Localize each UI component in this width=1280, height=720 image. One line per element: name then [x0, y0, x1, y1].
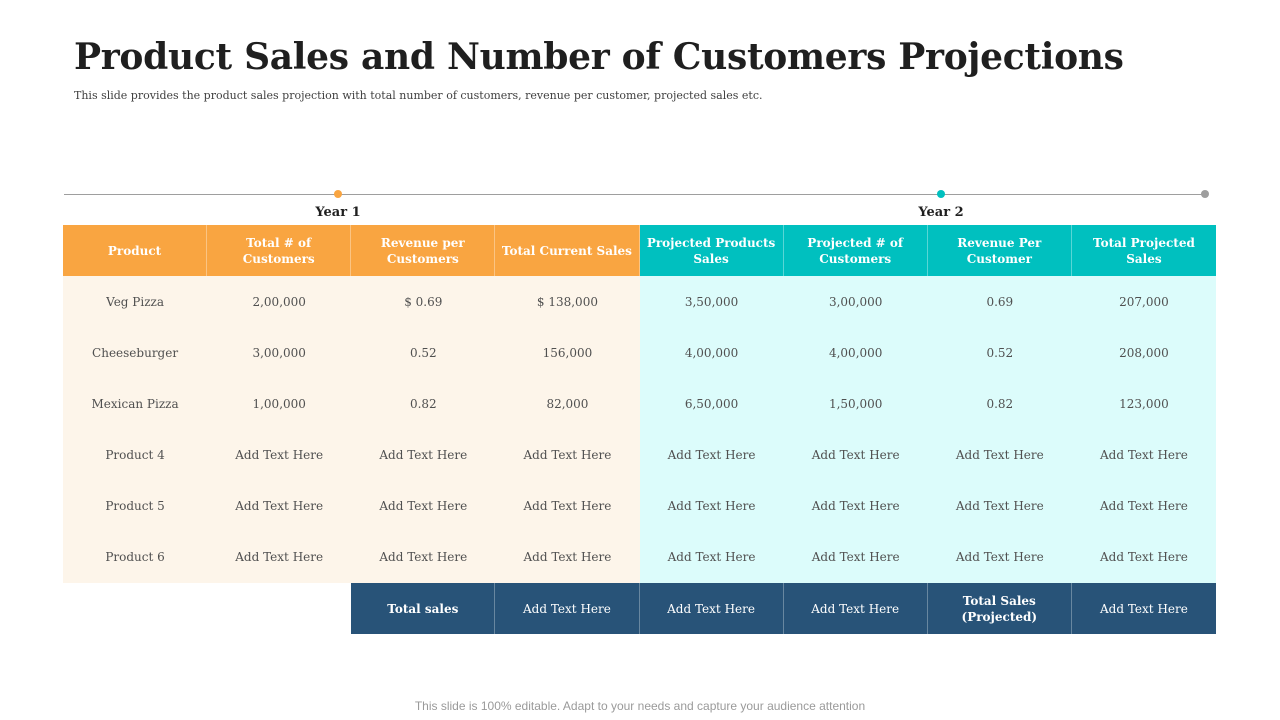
table-cell: Add Text Here — [639, 429, 784, 480]
table-cell: Mexican Pizza — [63, 378, 208, 429]
year1-marker-dot — [334, 190, 342, 198]
table-cell: Add Text Here — [207, 480, 352, 531]
table-cell: Add Text Here — [495, 429, 640, 480]
table-row: Mexican Pizza 1,00,000 0.82 82,000 6,50,… — [63, 378, 1216, 429]
table-cell: 3,50,000 — [639, 276, 784, 327]
table-cell: Add Text Here — [207, 531, 352, 583]
table-cell: Add Text Here — [639, 531, 784, 583]
table-footer-row: Total sales Add Text Here Add Text Here … — [63, 583, 1216, 634]
table-cell: 207,000 — [1071, 276, 1216, 327]
table-cell: 4,00,000 — [783, 327, 928, 378]
header-total-current-sales: Total Current Sales — [495, 225, 640, 276]
table-cell: Add Text Here — [351, 480, 496, 531]
page-title: Product Sales and Number of Customers Pr… — [74, 36, 1124, 78]
table-cell: 0.82 — [351, 378, 496, 429]
timeline-end-dot — [1201, 190, 1209, 198]
table-cell: 0.69 — [927, 276, 1072, 327]
table-cell: 4,00,000 — [639, 327, 784, 378]
table-cell: 0.52 — [927, 327, 1072, 378]
table-row: Product 4 Add Text Here Add Text Here Ad… — [63, 429, 1216, 480]
table-cell: 156,000 — [495, 327, 640, 378]
footer-cell: Add Text Here — [639, 583, 784, 634]
table-cell: Add Text Here — [783, 480, 928, 531]
table-cell: Veg Pizza — [63, 276, 208, 327]
header-total-customers: Total # of Customers — [207, 225, 352, 276]
table-cell: 208,000 — [1071, 327, 1216, 378]
table-row: Product 5 Add Text Here Add Text Here Ad… — [63, 480, 1216, 531]
table-cell: 0.82 — [927, 378, 1072, 429]
footer-cell: Add Text Here — [1071, 583, 1216, 634]
table-cell: Add Text Here — [1071, 531, 1216, 583]
footer-total-sales-projected-label: Total Sales (Projected) — [927, 583, 1072, 634]
table-cell: Product 4 — [63, 429, 208, 480]
table-row: Veg Pizza 2,00,000 $ 0.69 $ 138,000 3,50… — [63, 276, 1216, 327]
table-row: Cheeseburger 3,00,000 0.52 156,000 4,00,… — [63, 327, 1216, 378]
table-cell: 123,000 — [1071, 378, 1216, 429]
table-cell: Product 6 — [63, 531, 208, 583]
table-cell: Add Text Here — [1071, 480, 1216, 531]
table-cell: Add Text Here — [927, 480, 1072, 531]
table-cell: Cheeseburger — [63, 327, 208, 378]
projections-table: Product Total # of Customers Revenue per… — [63, 225, 1216, 634]
table-cell: 2,00,000 — [207, 276, 352, 327]
table-cell: 82,000 — [495, 378, 640, 429]
table-cell: 1,50,000 — [783, 378, 928, 429]
table-cell: Add Text Here — [351, 429, 496, 480]
header-total-projected-sales: Total Projected Sales — [1071, 225, 1216, 276]
header-projected-customers: Projected # of Customers — [783, 225, 928, 276]
table-cell: $ 138,000 — [495, 276, 640, 327]
table-cell: Add Text Here — [927, 429, 1072, 480]
table-cell: Add Text Here — [495, 480, 640, 531]
editable-note: This slide is 100% editable. Adapt to yo… — [414, 699, 866, 713]
table-cell: 3,00,000 — [783, 276, 928, 327]
year2-marker-dot — [937, 190, 945, 198]
table-cell: Product 5 — [63, 480, 208, 531]
header-revenue-per-customer: Revenue Per Customer — [927, 225, 1072, 276]
footer-cell: Add Text Here — [783, 583, 928, 634]
table-cell: Add Text Here — [783, 429, 928, 480]
footer-cell: Add Text Here — [495, 583, 640, 634]
table-cell: 1,00,000 — [207, 378, 352, 429]
timeline-line — [64, 194, 1206, 195]
year2-label: Year 2 — [918, 205, 964, 220]
table-header-row: Product Total # of Customers Revenue per… — [63, 225, 1216, 276]
table-cell: Add Text Here — [927, 531, 1072, 583]
table-cell: Add Text Here — [783, 531, 928, 583]
table-row: Product 6 Add Text Here Add Text Here Ad… — [63, 531, 1216, 583]
table-cell: Add Text Here — [207, 429, 352, 480]
table-cell: Add Text Here — [1071, 429, 1216, 480]
footer-total-sales-label: Total sales — [351, 583, 496, 634]
page-subtitle: This slide provides the product sales pr… — [74, 89, 763, 102]
year1-label: Year 1 — [315, 205, 361, 220]
header-projected-products-sales: Projected Products Sales — [639, 225, 784, 276]
header-revenue-per-customers: Revenue per Customers — [351, 225, 496, 276]
table-cell: Add Text Here — [639, 480, 784, 531]
header-product: Product — [63, 225, 208, 276]
table-cell: Add Text Here — [495, 531, 640, 583]
table-cell: $ 0.69 — [351, 276, 496, 327]
footer-empty-cell — [63, 583, 207, 634]
footer-empty-cell — [207, 583, 351, 634]
table-cell: 0.52 — [351, 327, 496, 378]
table-cell: 3,00,000 — [207, 327, 352, 378]
table-cell: 6,50,000 — [639, 378, 784, 429]
table-cell: Add Text Here — [351, 531, 496, 583]
